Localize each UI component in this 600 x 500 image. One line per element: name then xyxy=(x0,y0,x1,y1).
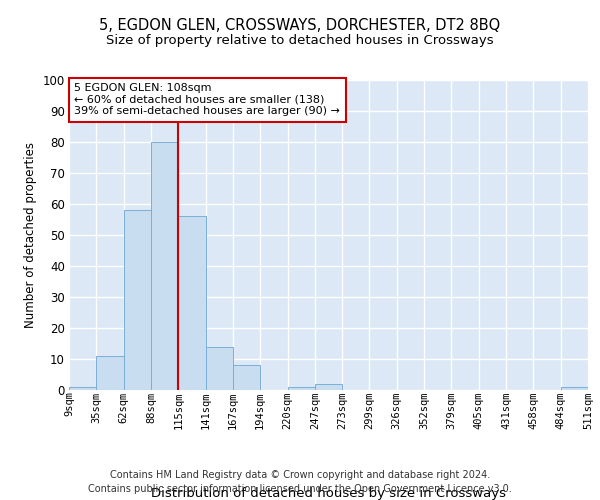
Bar xyxy=(124,210,151,390)
Bar xyxy=(315,384,342,390)
Text: 5, EGDON GLEN, CROSSWAYS, DORCHESTER, DT2 8BQ: 5, EGDON GLEN, CROSSWAYS, DORCHESTER, DT… xyxy=(100,18,500,32)
Bar xyxy=(97,356,124,390)
Bar xyxy=(560,387,588,390)
Text: Contains HM Land Registry data © Crown copyright and database right 2024.
Contai: Contains HM Land Registry data © Crown c… xyxy=(88,470,512,494)
X-axis label: Distribution of detached houses by size in Crossways: Distribution of detached houses by size … xyxy=(151,487,506,500)
Bar xyxy=(151,142,178,390)
Text: Size of property relative to detached houses in Crossways: Size of property relative to detached ho… xyxy=(106,34,494,47)
Text: 5 EGDON GLEN: 108sqm
← 60% of detached houses are smaller (138)
39% of semi-deta: 5 EGDON GLEN: 108sqm ← 60% of detached h… xyxy=(74,83,340,116)
Bar xyxy=(233,365,260,390)
Y-axis label: Number of detached properties: Number of detached properties xyxy=(24,142,37,328)
Bar xyxy=(69,387,97,390)
Bar xyxy=(287,387,315,390)
Bar xyxy=(206,346,233,390)
Bar xyxy=(178,216,206,390)
